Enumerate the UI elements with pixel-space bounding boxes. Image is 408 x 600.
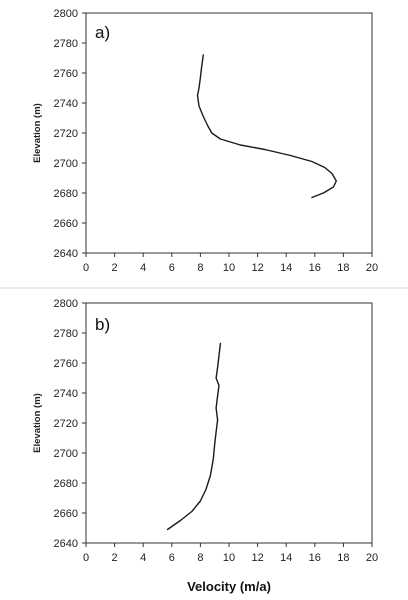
y-ticks-b: 2640 2660 2680 2700 2720 2740 2760 2780 2800 — [54, 298, 86, 550]
x-tick-label: 2 — [112, 552, 118, 564]
y-tick-label: 2780 — [54, 328, 78, 340]
plot-frame-a — [85, 12, 373, 254]
x-tick-label: 16 — [309, 552, 321, 564]
y-tick-label: 2680 — [54, 478, 78, 490]
x-tick-label: 8 — [197, 552, 203, 564]
x-tick-label: 14 — [280, 552, 292, 564]
series-b — [166, 342, 222, 531]
x-tick-label: 6 — [169, 552, 175, 564]
x-tick-label: 0 — [83, 262, 89, 274]
y-tick-label: 2640 — [54, 538, 78, 550]
x-ticks-a: 0 2 4 6 8 10 12 14 16 18 20 — [83, 253, 378, 274]
x-tick-label: 12 — [251, 552, 263, 564]
x-tick-label: 8 — [197, 262, 203, 274]
series-a — [196, 54, 337, 199]
y-tick-label: 2760 — [54, 68, 78, 80]
y-tick-label: 2700 — [54, 448, 78, 460]
x-tick-label: 20 — [366, 262, 378, 274]
x-tick-label: 4 — [140, 552, 146, 564]
ylabel-b: Elevation (m) — [32, 393, 43, 453]
y-tick-label: 2720 — [54, 418, 78, 430]
y-tick-label: 2740 — [54, 388, 78, 400]
y-tick-label: 2740 — [54, 98, 78, 110]
plot-frame-b — [85, 302, 373, 544]
velocity-profile-line — [166, 342, 222, 531]
y-tick-label: 2680 — [54, 188, 78, 200]
y-tick-label: 2800 — [54, 298, 78, 310]
x-tick-label: 0 — [83, 552, 89, 564]
panel-a: Elevation (m) a) 26402660268027002720274… — [32, 8, 378, 274]
y-tick-label: 2800 — [54, 8, 78, 20]
velocity-profile-line — [196, 54, 337, 199]
y-tick-label: 2700 — [54, 158, 78, 170]
x-tick-label: 18 — [337, 552, 349, 564]
y-ticks-a: 2640 2660 2680 2700 2720 2740 2760 2780 2800 — [54, 8, 86, 260]
y-tick-label: 2660 — [54, 218, 78, 230]
panel-label-b: b) — [95, 315, 110, 334]
x-tick-label: 16 — [309, 262, 321, 274]
x-tick-label: 18 — [337, 262, 349, 274]
panel-b: Elevation (m) b) 26402660268027002720274… — [32, 298, 378, 564]
panel-label-a: a) — [95, 23, 110, 42]
x-tick-label: 2 — [112, 262, 118, 274]
x-tick-label: 14 — [280, 262, 292, 274]
y-tick-label: 2720 — [54, 128, 78, 140]
x-tick-label: 4 — [140, 262, 146, 274]
x-tick-label: 10 — [223, 262, 235, 274]
ylabel-a: Elevation (m) — [32, 103, 43, 163]
y-tick-label: 2660 — [54, 508, 78, 520]
x-axis-label: Velocity (m/a) — [187, 579, 271, 594]
x-ticks-b: 0 2 4 6 8 10 12 14 16 18 20 — [83, 543, 378, 564]
y-tick-label: 2760 — [54, 358, 78, 370]
x-tick-label: 12 — [251, 262, 263, 274]
x-tick-label: 6 — [169, 262, 175, 274]
x-tick-label: 20 — [366, 552, 378, 564]
y-tick-label: 2780 — [54, 38, 78, 50]
y-tick-label: 2640 — [54, 248, 78, 260]
x-tick-label: 10 — [223, 552, 235, 564]
